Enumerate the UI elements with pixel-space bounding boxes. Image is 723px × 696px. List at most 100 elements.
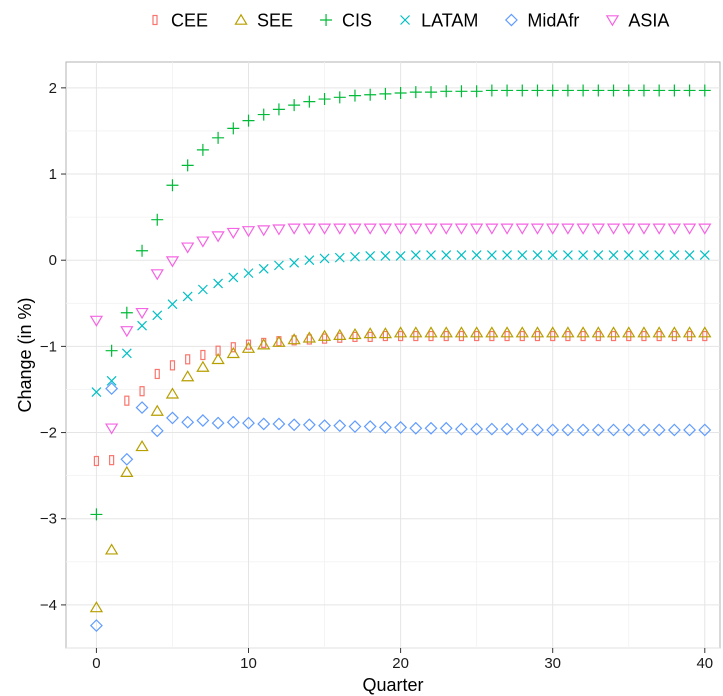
data-point-midafr (515, 422, 529, 436)
data-point-see (257, 338, 271, 350)
data-point-cis (698, 84, 711, 97)
data-point-latam (350, 251, 360, 262)
data-point-see (226, 346, 240, 359)
data-point-latam (517, 250, 528, 260)
data-point-cee (671, 330, 677, 342)
x-tick-label: 10 (240, 655, 257, 672)
y-tick-label: 0 (49, 252, 57, 269)
data-point-latam (471, 250, 482, 260)
data-point-cis (425, 86, 438, 99)
data-point-asia (211, 231, 225, 243)
legend-item-latam: LATAM (400, 11, 478, 31)
data-point-asia (515, 223, 529, 235)
data-point-latam (562, 250, 573, 260)
data-point-cis (212, 131, 225, 144)
data-point-asia (257, 225, 271, 237)
data-point-cee (200, 349, 206, 361)
data-point-cee (291, 335, 297, 346)
y-tick-label: −2 (40, 425, 57, 442)
data-point-cis (151, 213, 164, 226)
data-point-cee (185, 354, 191, 365)
data-point-see (637, 326, 651, 338)
data-point-latam (699, 250, 710, 260)
data-point-midafr (363, 420, 377, 433)
data-point-see (500, 326, 514, 338)
data-point-cee (306, 334, 312, 345)
legend-key-see (234, 13, 248, 25)
data-point-midafr (135, 401, 149, 415)
data-point-latam (319, 253, 330, 264)
data-point-cis (668, 84, 681, 97)
data-point-latam (532, 250, 543, 260)
data-point-cee (595, 330, 601, 342)
data-point-cis (501, 84, 514, 97)
data-point-latam (274, 260, 284, 271)
data-point-see (576, 326, 590, 338)
data-point-cee (641, 330, 647, 342)
data-point-asia (378, 223, 393, 235)
data-point-see (698, 326, 712, 338)
data-point-latam (608, 250, 619, 260)
data-point-cis (440, 85, 453, 98)
data-point-cee (428, 330, 434, 342)
data-point-cis (637, 84, 650, 97)
data-point-cee (565, 330, 571, 342)
data-point-latam (547, 250, 558, 260)
data-point-asia (606, 223, 621, 235)
data-point-midafr (257, 417, 271, 431)
data-point-cee (337, 332, 343, 343)
data-point-see (409, 326, 423, 338)
data-point-midafr (576, 423, 590, 437)
data-point-midafr (211, 416, 225, 430)
data-point-cis (394, 87, 407, 100)
data-point-asia (637, 223, 651, 235)
data-point-midafr (89, 619, 103, 633)
data-point-midafr (105, 382, 119, 396)
data-point-latam (654, 250, 665, 260)
data-point-cis (409, 86, 422, 99)
data-point-midafr (424, 421, 438, 435)
data-point-latam (334, 252, 345, 263)
data-point-latam (669, 250, 680, 260)
data-point-cee (656, 330, 662, 342)
y-axis-title: Change (in %) (15, 297, 35, 412)
y-tick-label: 2 (49, 80, 57, 97)
legend-label: LATAM (421, 11, 478, 31)
data-point-cee (169, 360, 176, 371)
data-point-cis (90, 508, 103, 521)
data-point-cis (577, 84, 590, 97)
data-point-cee (413, 330, 419, 342)
data-point-latam (213, 278, 224, 289)
legend-item-cis: CIS (320, 11, 372, 31)
data-point-midafr (531, 423, 544, 437)
data-point-asia (591, 223, 605, 235)
data-point-asia (333, 223, 347, 235)
legend-key-asia (605, 15, 620, 27)
data-point-asia (576, 223, 590, 235)
data-point-see (682, 326, 697, 338)
data-point-cee (580, 330, 586, 342)
data-point-asia (561, 223, 575, 235)
data-point-cis (166, 179, 179, 192)
data-point-latam (243, 268, 254, 279)
data-point-latam (578, 250, 589, 260)
data-point-cee (519, 330, 525, 342)
data-point-latam (137, 320, 147, 331)
data-point-latam (410, 250, 421, 260)
data-point-latam (258, 263, 269, 274)
data-point-see (485, 326, 499, 338)
y-tick-label: −4 (40, 597, 57, 614)
data-point-latam (365, 250, 376, 261)
data-point-midafr (470, 422, 484, 436)
data-point-asia (667, 223, 682, 235)
y-tick-label: −1 (40, 338, 57, 355)
legend-item-midafr: MidAfr (504, 11, 579, 31)
data-point-see (546, 326, 560, 338)
data-point-asia (622, 223, 636, 235)
data-point-latam (639, 250, 649, 260)
data-point-asia (165, 256, 180, 268)
data-point-midafr (454, 422, 468, 436)
legend-item-asia: ASIA (605, 11, 669, 31)
data-point-see (515, 326, 529, 338)
